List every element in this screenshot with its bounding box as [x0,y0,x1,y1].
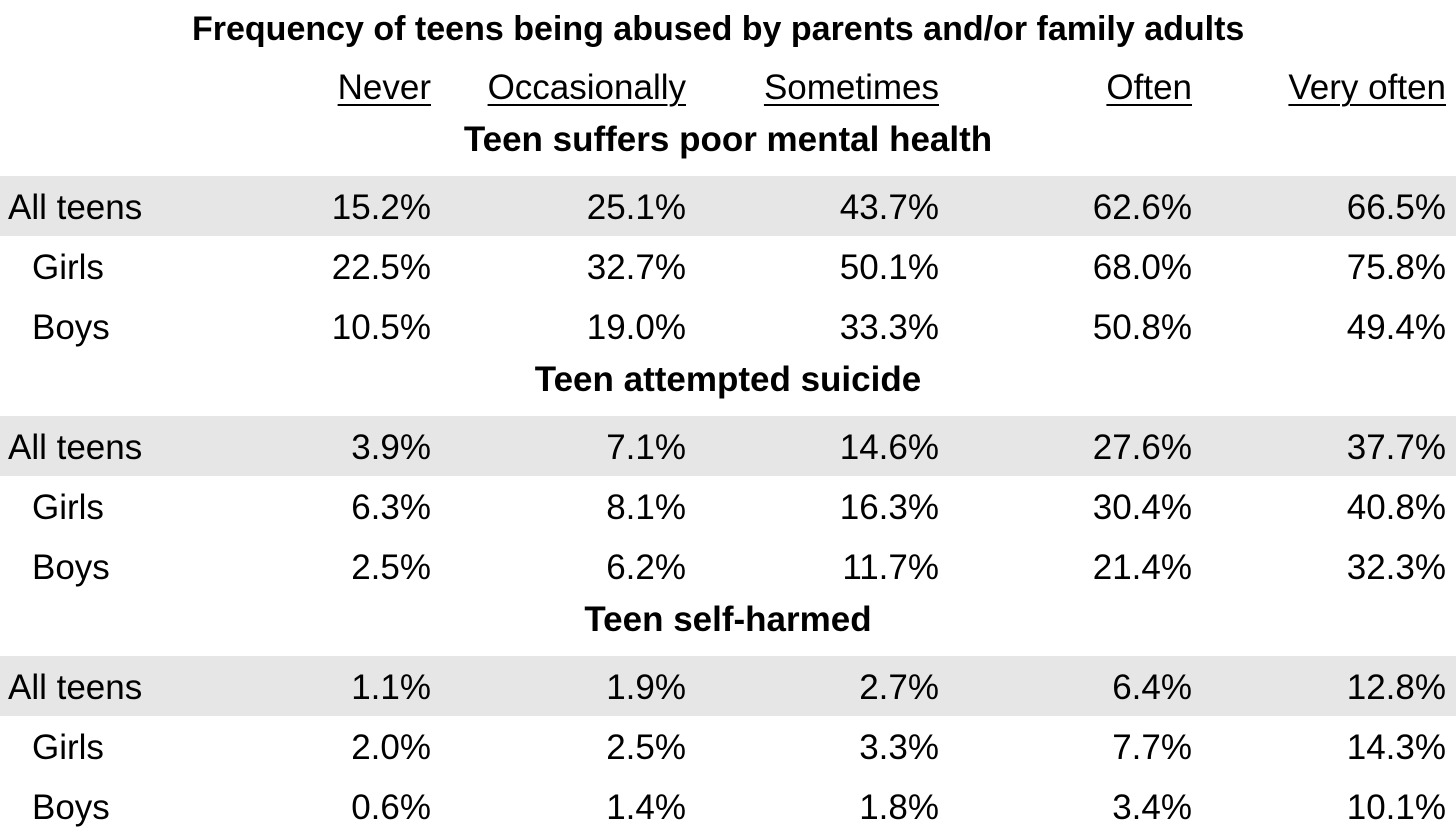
column-header-never: Never [337,68,431,107]
cell-sometimes: 43.7% [839,188,939,227]
column-header-row: Never Occasionally Sometimes Often Very … [0,62,1456,118]
table-row: All teens 15.2% 25.1% 43.7% 62.6% 66.5% [0,176,1456,236]
cell-never: 2.0% [351,728,431,767]
cell-sometimes: 33.3% [839,308,939,347]
cell-occasionally: 1.4% [606,788,686,827]
table-row: Boys 0.6% 1.4% 1.8% 3.4% 10.1% [0,776,1456,834]
column-header-often: Often [1106,68,1192,107]
cell-never: 2.5% [351,548,431,587]
cell-very-often: 40.8% [1346,488,1446,527]
row-label: Girls [32,488,104,527]
cell-sometimes: 3.3% [859,728,939,767]
cell-often: 27.6% [1092,428,1192,467]
cell-never: 3.9% [351,428,431,467]
cell-very-often: 12.8% [1346,668,1446,707]
cell-very-often: 10.1% [1346,788,1446,827]
column-header-very-often: Very often [1288,68,1446,107]
cell-occasionally: 25.1% [586,188,686,227]
cell-often: 7.7% [1112,728,1192,767]
cell-sometimes: 11.7% [842,548,939,587]
section-header: Teen suffers poor mental health [0,116,1456,176]
table-title: Frequency of teens being abused by paren… [192,10,1245,48]
row-label: All teens [8,188,143,227]
table-row: All teens 3.9% 7.1% 14.6% 27.6% 37.7% [0,416,1456,476]
title-row: Frequency of teens being abused by paren… [0,0,1456,62]
table-row: Boys 10.5% 19.0% 33.3% 50.8% 49.4% [0,296,1456,356]
cell-very-often: 14.3% [1346,728,1446,767]
cell-occasionally: 7.1% [606,428,686,467]
cell-occasionally: 1.9% [606,668,686,707]
cell-never: 1.1% [351,668,431,707]
row-label: Boys [32,548,110,587]
section-header: Teen attempted suicide [0,356,1456,416]
row-label: All teens [8,668,143,707]
cell-often: 6.4% [1112,668,1192,707]
cell-sometimes: 50.1% [839,248,939,287]
cell-occasionally: 2.5% [606,728,686,767]
cell-never: 0.6% [351,788,431,827]
cell-never: 10.5% [331,308,431,347]
cell-occasionally: 6.2% [606,548,686,587]
column-header-occasionally: Occasionally [487,68,686,107]
cell-never: 22.5% [331,248,431,287]
cell-often: 30.4% [1092,488,1192,527]
cell-often: 62.6% [1092,188,1192,227]
table-row: Girls 2.0% 2.5% 3.3% 7.7% 14.3% [0,716,1456,776]
section-title: Teen attempted suicide [534,360,922,399]
row-label: Girls [32,728,104,767]
cell-never: 15.2% [331,188,431,227]
table-row: Girls 22.5% 32.7% 50.1% 68.0% 75.8% [0,236,1456,296]
row-label: Girls [32,248,104,287]
section-title: Teen suffers poor mental health [463,120,993,159]
cell-often: 21.4% [1092,548,1192,587]
row-label: Boys [32,788,110,827]
cell-sometimes: 1.8% [859,788,939,827]
cell-occasionally: 8.1% [606,488,686,527]
cell-very-often: 37.7% [1346,428,1446,467]
cell-very-often: 66.5% [1346,188,1446,227]
table-row: All teens 1.1% 1.9% 2.7% 6.4% 12.8% [0,656,1456,716]
cell-occasionally: 32.7% [586,248,686,287]
cell-very-often: 32.3% [1346,548,1446,587]
column-header-sometimes: Sometimes [763,68,939,107]
section-header: Teen self-harmed [0,596,1456,656]
cell-often: 3.4% [1112,788,1192,827]
cell-very-often: 75.8% [1346,248,1446,287]
cell-often: 68.0% [1092,248,1192,287]
cell-sometimes: 14.6% [839,428,939,467]
cell-sometimes: 16.3% [839,488,939,527]
section-title: Teen self-harmed [584,600,872,639]
cell-often: 50.8% [1092,308,1192,347]
row-label: Boys [32,308,110,347]
table-row: Girls 6.3% 8.1% 16.3% 30.4% 40.8% [0,476,1456,536]
cell-occasionally: 19.0% [586,308,686,347]
cell-very-often: 49.4% [1346,308,1446,347]
cell-never: 6.3% [351,488,431,527]
table-row: Boys 2.5% 6.2% 11.7% 21.4% 32.3% [0,536,1456,596]
row-label: All teens [8,428,143,467]
cell-sometimes: 2.7% [859,668,939,707]
